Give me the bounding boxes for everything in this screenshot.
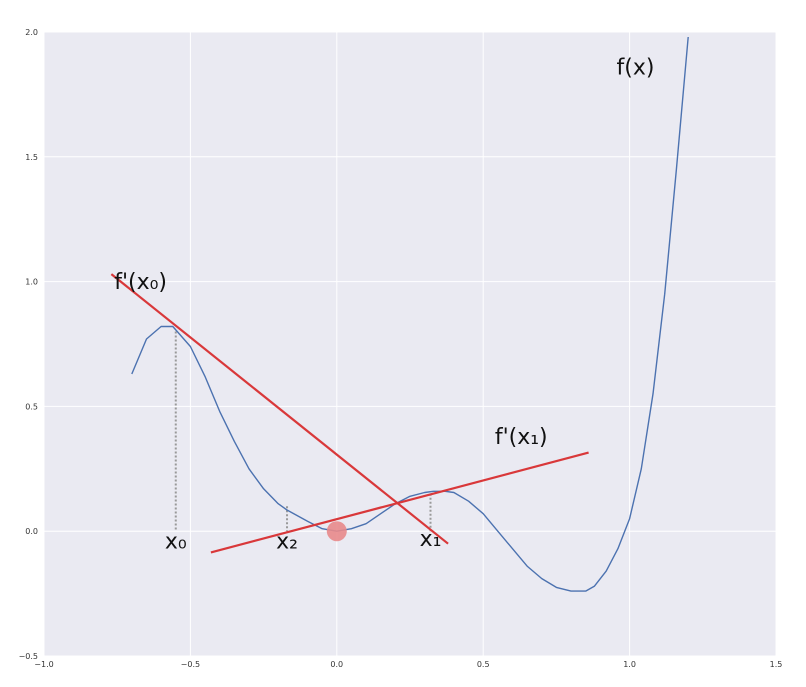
tangent-line — [110, 273, 449, 545]
x-tick-label: 0.0 — [330, 660, 343, 669]
plot-area — [44, 32, 776, 656]
y-tick-label: 0.5 — [25, 402, 38, 411]
x-tick-label: 1.5 — [770, 660, 783, 669]
x-tick-label: 1.0 — [623, 660, 636, 669]
x-tick-label: 0.5 — [477, 660, 490, 669]
annotation-label: x₂ — [276, 530, 298, 555]
annotation-label: f'(x₀) — [114, 270, 167, 295]
annotation-label: f(x) — [616, 55, 654, 80]
y-tick-label: 1.5 — [25, 153, 38, 162]
root-point — [326, 521, 347, 542]
annotation-label: x₀ — [165, 530, 187, 555]
y-tick-label: 0.0 — [25, 527, 38, 536]
annotation-label: x₁ — [420, 527, 442, 552]
x-tick-label: −1.0 — [34, 660, 53, 669]
y-tick-label: 1.0 — [25, 278, 38, 287]
x-tick-label: −0.5 — [181, 660, 200, 669]
annotation-label: f'(x₁) — [495, 425, 548, 450]
y-tick-label: −0.5 — [19, 652, 38, 661]
tangent-line — [210, 451, 589, 554]
y-tick-label: 2.0 — [25, 28, 38, 37]
function-curve — [131, 36, 689, 592]
